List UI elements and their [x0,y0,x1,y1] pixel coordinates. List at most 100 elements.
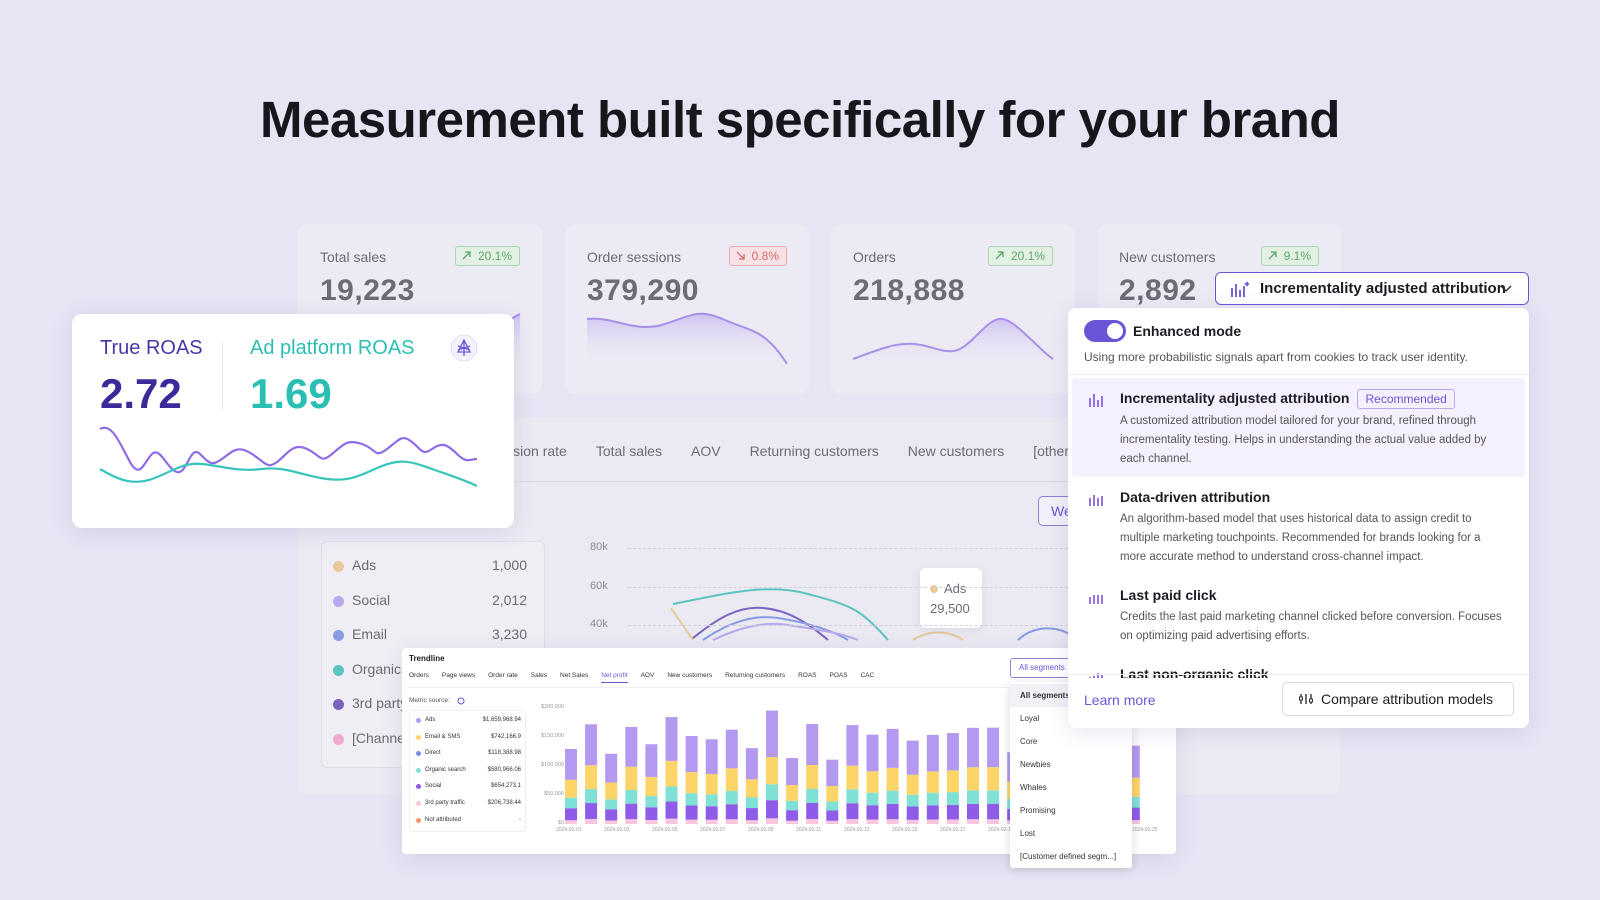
enhanced-toggle[interactable] [1084,320,1126,342]
bar-segment [725,768,738,791]
legend-value: 2,012 [491,591,527,608]
menu-item[interactable]: Loyal [1020,714,1040,723]
bar-segment [987,767,1000,791]
trend-arrow [995,251,1004,260]
line [852,317,1054,360]
tab[interactable]: Net Sales [560,672,589,679]
tab[interactable]: AOV [640,672,655,679]
divider [222,342,223,410]
x-tick-label: 2024-02-13 [844,827,870,833]
enhanced-label: Enhanced mode [1133,323,1242,339]
bar-segment [625,790,638,804]
legend-dot [416,734,421,740]
tab[interactable]: Sales [530,672,548,679]
legend-name: Ads [352,557,377,573]
tab[interactable]: Orders [409,672,429,679]
legend-name: Email & SMS [425,733,461,740]
tab[interactable]: Returning customers [749,443,879,459]
legend-dot [416,817,421,823]
attribution-option[interactable]: Incrementality adjusted attribution Recom… [1072,378,1525,477]
menu-item[interactable]: Newbies [1020,760,1051,769]
bar-segment [625,819,638,824]
bar-segment [946,733,959,771]
menu-item[interactable]: [Customer defined segm...] [1020,852,1117,861]
tab[interactable]: New customers [907,443,1005,459]
option-title: Incrementality adjusted attribution Recom… [1120,388,1509,409]
divider [1068,374,1529,375]
bar-segment [987,790,1000,804]
bar-segment [766,818,778,824]
bar-segment [605,799,618,810]
kpi-value: 2,892 [1119,274,1197,307]
tooltip-value: 29,500 [930,601,970,616]
line [586,312,788,365]
tab[interactable]: New customers [667,672,713,679]
chevron [1500,285,1512,293]
model-icon[interactable] [450,334,478,362]
attribution-button[interactable]: Incrementality adjusted attribution [1215,272,1529,305]
bar-segment [806,819,819,824]
tab[interactable]: POAS [829,672,848,679]
tab[interactable]: Page views [441,672,476,679]
option-description: A customized attribution model tailored … [1120,415,1487,465]
bar-segment [725,819,738,824]
y-tick-label: 60k [590,579,608,592]
bar-segment [565,779,577,798]
tab[interactable]: [other [1033,443,1070,459]
roas-value: 2.72 [100,370,182,417]
menu-item[interactable]: Promising [1020,806,1056,815]
compare-button[interactable]: Compare attribution models [1282,682,1514,716]
bar-segment [846,789,859,804]
option-icon [1089,394,1103,407]
bar-segment [786,810,799,821]
tab-bar: Orders Page views Order rate Sales Net Sales… [409,672,874,683]
kpi-label: Orders [853,249,896,265]
y-tick-label: $200,000 [541,704,564,710]
legend-name: Organic [352,660,402,677]
bar-segment [946,804,959,820]
icon [1231,281,1250,297]
menu-item[interactable]: Whales [1020,783,1047,792]
attribution-option[interactable]: Last paid click Credits the last paid mar… [1072,575,1525,654]
kpi-card: Orders 218,888 20.1% [831,224,1075,394]
legend-dot [333,699,344,710]
arrow [736,251,745,260]
learn-more-link[interactable]: Learn more [1084,692,1156,708]
legend-name: [Channel] [352,729,412,746]
attribution-option[interactable]: Data-driven attribution An algorithm-base… [1072,477,1525,575]
bar-segment [906,819,919,824]
bar-segment [987,727,1000,768]
option-title: Data-driven attribution [1120,487,1509,507]
tab[interactable]: Net profit [601,672,628,683]
tab[interactable]: AOV [690,443,721,459]
attribution-label: Incrementality adjusted attribution [1260,280,1506,297]
tab[interactable]: Returning customers [725,672,786,679]
tab[interactable]: ROAS [798,672,817,679]
bar-segment [886,767,899,791]
bar-segment [967,767,979,791]
legend-name: Email [352,626,388,642]
bar-segment [967,790,979,804]
roas-label: Ad platform ROAS [250,337,415,359]
bar-segment [967,727,979,768]
headline: Measurement built specifically for your … [260,91,1340,148]
bar-segment [665,818,678,824]
legend-dot [333,595,344,607]
legend-dot [416,751,421,757]
tab[interactable]: CAC [860,672,875,679]
bar-segment [866,734,879,772]
icon-bars [1089,595,1103,604]
tab[interactable]: Total sales [595,443,662,459]
tab[interactable]: Order rate [488,672,518,679]
icon-bars [1089,495,1103,506]
option-title: Last paid click [1120,585,1509,605]
bar-segment [886,804,899,820]
legend-value: $118,388.98 [488,750,521,757]
trend-arrow [736,251,745,260]
menu-item[interactable]: Core [1020,737,1038,746]
menu-item[interactable]: Lost [1020,829,1036,838]
bar-segment [585,724,598,766]
legend-name: Direct [425,750,441,757]
